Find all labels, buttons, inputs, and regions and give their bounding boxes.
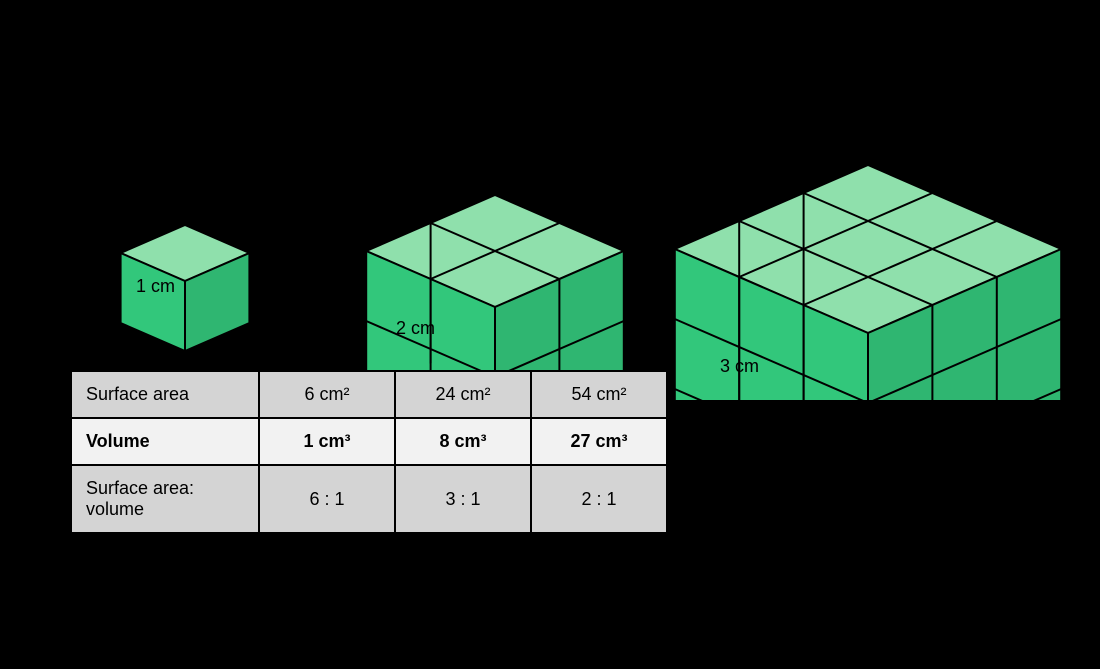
row-label-volume: Volume bbox=[71, 418, 259, 465]
data-table-wrap: Surface area 6 cm² 24 cm² 54 cm² Volume … bbox=[70, 370, 668, 534]
cell-ratio-2: 3 : 1 bbox=[395, 465, 531, 533]
cell-ratio-3: 2 : 1 bbox=[531, 465, 667, 533]
cell-vol-1: 1 cm³ bbox=[259, 418, 395, 465]
cube1-dim-label: 1 cm bbox=[136, 276, 175, 297]
row-label-surface-area: Surface area bbox=[71, 371, 259, 418]
cell-sa-1: 6 cm² bbox=[259, 371, 395, 418]
cubes-row: 1 cm 2 cm 3 cm bbox=[80, 40, 1080, 400]
table-row: Volume 1 cm³ 8 cm³ 27 cm³ bbox=[71, 418, 667, 465]
cell-vol-3: 27 cm³ bbox=[531, 418, 667, 465]
cube3-dim-label: 3 cm bbox=[720, 356, 759, 377]
cell-ratio-1: 6 : 1 bbox=[259, 465, 395, 533]
sa-volume-table: Surface area 6 cm² 24 cm² 54 cm² Volume … bbox=[70, 370, 668, 534]
cubes-svg bbox=[80, 40, 1080, 400]
cell-sa-3: 54 cm² bbox=[531, 371, 667, 418]
cell-sa-2: 24 cm² bbox=[395, 371, 531, 418]
cell-vol-2: 8 cm³ bbox=[395, 418, 531, 465]
row-label-ratio: Surface area: volume bbox=[71, 465, 259, 533]
table-row: Surface area 6 cm² 24 cm² 54 cm² bbox=[71, 371, 667, 418]
table-row: Surface area: volume 6 : 1 3 : 1 2 : 1 bbox=[71, 465, 667, 533]
cube2-dim-label: 2 cm bbox=[396, 318, 435, 339]
